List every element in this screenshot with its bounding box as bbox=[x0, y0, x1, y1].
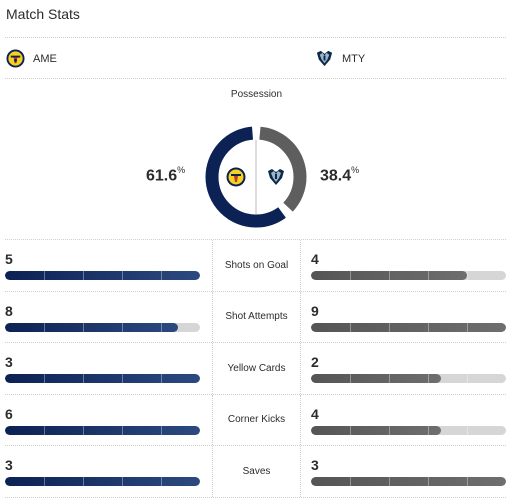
bar-segment-divider bbox=[350, 374, 351, 383]
away-stat-bar-fill bbox=[311, 374, 442, 383]
bar-segment-divider bbox=[428, 425, 429, 435]
possession-donut bbox=[205, 126, 307, 228]
bar-segment-divider bbox=[467, 271, 468, 280]
stat-row: 5 Shots on Goal 4 bbox=[5, 240, 506, 292]
home-stat-bar-fill bbox=[5, 425, 200, 435]
bar-segment-divider bbox=[161, 477, 162, 486]
bar-segment-divider bbox=[122, 477, 123, 486]
away-stat-bar bbox=[311, 425, 506, 435]
away-possession-value: 38.4% bbox=[320, 165, 360, 185]
away-team: MTY bbox=[315, 49, 365, 68]
away-stat-bar-fill bbox=[311, 477, 506, 486]
away-possession-arc bbox=[205, 126, 307, 228]
divider bbox=[5, 78, 506, 79]
bar-segment-divider bbox=[161, 322, 162, 332]
mty-logo-icon bbox=[268, 169, 284, 185]
bar-segment-divider bbox=[122, 374, 123, 383]
bar-segment-divider bbox=[83, 425, 84, 435]
bar-segment-divider bbox=[44, 322, 45, 332]
mty-logo-icon bbox=[316, 50, 333, 67]
match-stats-title: Match Stats bbox=[6, 6, 80, 22]
home-stat-value: 3 bbox=[5, 457, 13, 473]
stat-label: Shots on Goal bbox=[212, 240, 301, 291]
bar-segment-divider bbox=[428, 374, 429, 383]
bar-segment-divider bbox=[428, 322, 429, 332]
bar-segment-divider bbox=[83, 477, 84, 486]
home-stat-bar-fill bbox=[5, 322, 179, 332]
bar-segment-divider bbox=[350, 322, 351, 332]
bar-segment-divider bbox=[389, 477, 390, 486]
bar-segment-divider bbox=[122, 271, 123, 280]
home-stat-bar bbox=[5, 477, 200, 486]
home-stat-value: 3 bbox=[5, 354, 13, 370]
possession-label: Possession bbox=[230, 89, 283, 100]
bar-segment-divider bbox=[467, 425, 468, 435]
home-stat-value: 8 bbox=[5, 302, 13, 319]
home-stat-value: 6 bbox=[5, 405, 13, 422]
away-stat-bar bbox=[311, 374, 506, 383]
stat-label: Saves bbox=[212, 446, 301, 497]
away-stat-bar-fill bbox=[311, 322, 506, 332]
bar-segment-divider bbox=[83, 271, 84, 280]
bar-segment-divider bbox=[122, 425, 123, 435]
stat-row: 3 Yellow Cards 2 bbox=[5, 343, 506, 395]
bar-segment-divider bbox=[350, 271, 351, 280]
ame-logo-icon bbox=[6, 49, 25, 68]
away-stat-bar bbox=[311, 322, 506, 332]
bar-segment-divider bbox=[350, 477, 351, 486]
stats-table: 5 Shots on Goal 4 8 Shot Attempts 9 3 Ye… bbox=[5, 240, 506, 498]
bar-segment-divider bbox=[350, 425, 351, 435]
bar-segment-divider bbox=[122, 322, 123, 332]
bar-segment-divider bbox=[467, 322, 468, 332]
stat-label: Shot Attempts bbox=[212, 291, 301, 342]
stat-row: 6 Corner Kicks 4 bbox=[5, 394, 506, 446]
bar-segment-divider bbox=[389, 322, 390, 332]
home-possession-arc bbox=[205, 126, 307, 228]
divider bbox=[5, 37, 506, 38]
away-stat-bar bbox=[311, 477, 506, 486]
ame-logo-icon bbox=[226, 167, 246, 187]
stat-row: 8 Shot Attempts 9 bbox=[5, 291, 506, 343]
bar-segment-divider bbox=[161, 271, 162, 280]
away-stat-value: 3 bbox=[311, 457, 319, 473]
bar-segment-divider bbox=[161, 374, 162, 383]
divider bbox=[5, 239, 506, 240]
home-stat-bar-fill bbox=[5, 374, 200, 383]
bar-segment-divider bbox=[44, 271, 45, 280]
away-stat-value: 9 bbox=[311, 302, 319, 319]
bar-segment-divider bbox=[44, 425, 45, 435]
bar-segment-divider bbox=[161, 425, 162, 435]
bar-segment-divider bbox=[44, 477, 45, 486]
home-possession-value: 61.6% bbox=[146, 165, 186, 185]
bar-segment-divider bbox=[83, 322, 84, 332]
bar-segment-divider bbox=[389, 425, 390, 435]
bar-segment-divider bbox=[467, 374, 468, 383]
away-stat-bar-fill bbox=[311, 425, 442, 435]
bar-segment-divider bbox=[83, 374, 84, 383]
stat-label: Yellow Cards bbox=[212, 343, 301, 394]
away-stat-value: 4 bbox=[311, 405, 319, 422]
away-stat-value: 4 bbox=[311, 251, 319, 267]
home-team: AME bbox=[6, 49, 57, 68]
home-team-abbr: AME bbox=[33, 52, 57, 65]
away-stat-value: 2 bbox=[311, 354, 319, 370]
home-stat-bar-fill bbox=[5, 271, 200, 280]
bar-segment-divider bbox=[428, 271, 429, 280]
bar-segment-divider bbox=[44, 374, 45, 383]
home-stat-bar bbox=[5, 425, 200, 435]
stat-row: 3 Saves 3 bbox=[5, 446, 506, 498]
away-stat-bar bbox=[311, 271, 506, 280]
home-stat-bar bbox=[5, 374, 200, 383]
bar-segment-divider bbox=[389, 271, 390, 280]
away-stat-bar-fill bbox=[311, 271, 467, 280]
bar-segment-divider bbox=[428, 477, 429, 486]
away-team-abbr: MTY bbox=[342, 52, 366, 65]
home-stat-bar-fill bbox=[5, 477, 200, 486]
bar-segment-divider bbox=[467, 477, 468, 486]
bar-segment-divider bbox=[389, 374, 390, 383]
home-stat-bar bbox=[5, 322, 200, 332]
home-stat-bar bbox=[5, 271, 200, 280]
stat-label: Corner Kicks bbox=[212, 394, 301, 445]
home-stat-value: 5 bbox=[5, 251, 13, 267]
